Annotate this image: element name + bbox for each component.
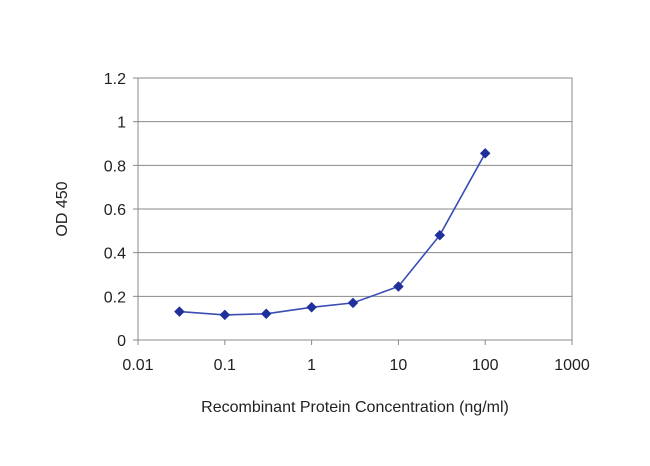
x-tick-label: 1000	[554, 357, 590, 374]
y-tick-label: 1.2	[104, 71, 126, 88]
data-point-marker	[174, 306, 185, 317]
y-tick-label: 0	[117, 333, 126, 350]
x-tick-label: 10	[390, 357, 408, 374]
y-tick-labels: 0 0.2 0.4 0.6 0.8 1 1.2	[104, 71, 126, 350]
y-tick-label: 0.8	[104, 158, 126, 175]
x-tick-label: 0.01	[122, 357, 153, 374]
data-point-marker	[306, 301, 317, 313]
y-tick-label: 0.4	[104, 246, 126, 263]
gridlines	[138, 77, 572, 297]
y-axis-title: OD 450	[54, 181, 71, 236]
axis-ticks	[133, 77, 573, 345]
x-tick-label: 1	[307, 357, 316, 374]
data-point-marker	[219, 309, 231, 321]
y-tick-label: 0.2	[104, 289, 126, 306]
y-tick-label: 1	[117, 115, 126, 132]
data-point-marker	[260, 308, 272, 320]
data-point-marker	[479, 147, 491, 159]
data-point-marker	[434, 229, 446, 241]
x-tick-label: 0.1	[214, 357, 236, 374]
x-tick-labels: 0.01 0.1 1 10 100 1000	[122, 357, 589, 374]
data-point-marker	[393, 281, 404, 292]
data-point-marker	[347, 297, 359, 309]
x-tick-label: 100	[472, 357, 499, 374]
series-line	[179, 152, 486, 316]
series-layer	[174, 147, 491, 321]
y-tick-label: 0.6	[104, 202, 126, 219]
x-axis-title: Recombinant Protein Concentration (ng/ml…	[201, 399, 509, 416]
